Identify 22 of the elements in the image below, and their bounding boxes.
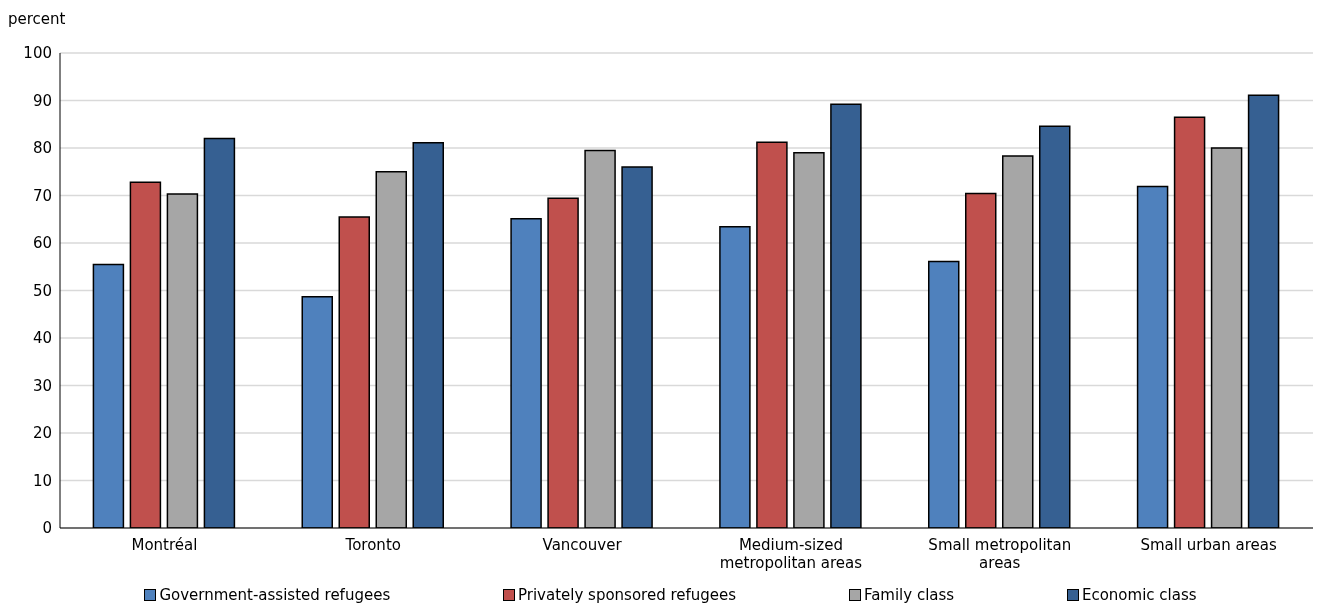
y-tick-label: 50 [32,281,52,300]
y-tick-label: 60 [32,234,52,253]
legend-label: Government-assisted refugees [158,586,391,604]
y-tick-label: 70 [32,186,52,205]
x-tick-label: Small metropolitan areas [928,536,1072,572]
x-tick-label: Vancouver [542,536,623,554]
y-tick-label: 30 [32,376,52,395]
y-tick-label: 90 [32,91,52,110]
y-tick-label: 100 [23,44,52,63]
legend-label: Economic class [1080,586,1197,604]
y-tick-label: 20 [32,424,52,443]
y-tick-label: 40 [32,329,52,348]
y-axis-title: percent [8,10,66,28]
legend-label: Family class [862,586,955,604]
x-tick-label: Small urban areas [1140,536,1277,554]
x-tick-label: Montréal [131,536,198,554]
legend-label: Privately sponsored refugees [517,586,737,604]
x-tick-label: Toronto [344,536,401,554]
y-tick-label: 10 [32,471,52,490]
y-tick-label: 80 [32,139,52,158]
y-tick-label: 0 [42,519,52,538]
x-tick-label: Medium-sized metropolitan areas [719,536,863,572]
